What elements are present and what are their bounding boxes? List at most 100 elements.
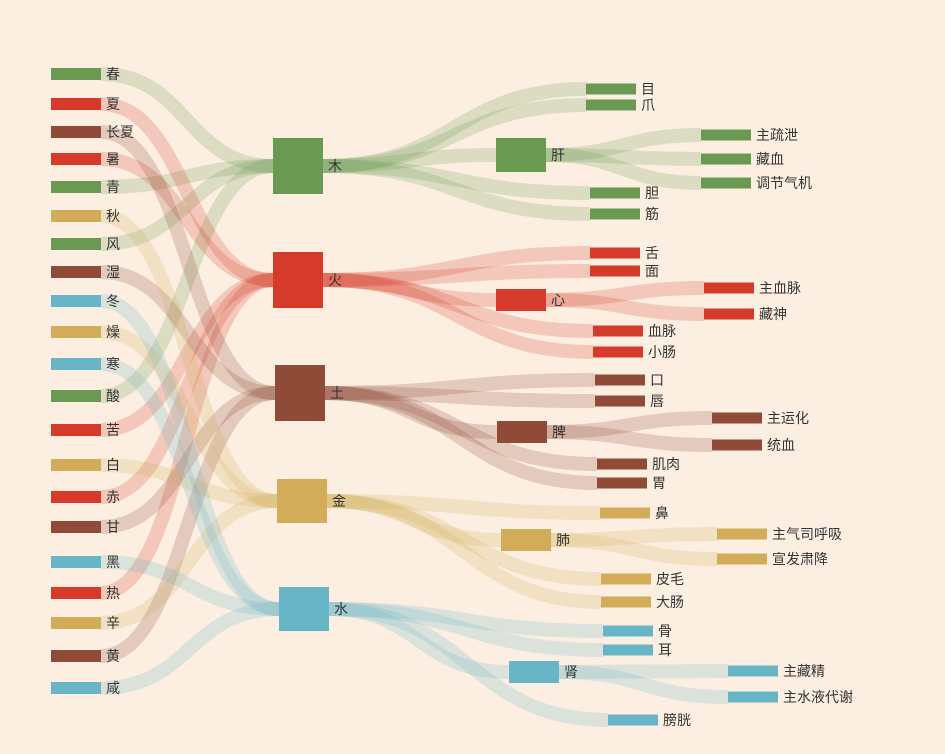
node-muscle: 肌肉 — [597, 457, 680, 473]
node-bar-face — [590, 265, 640, 277]
link-wood-to-liver — [322, 148, 497, 173]
node-bar-kidney-f2 — [728, 691, 778, 703]
node-label-cold: 寒 — [106, 356, 120, 373]
node-label-mouth: 口 — [650, 373, 664, 389]
node-label-sour: 酸 — [106, 389, 120, 405]
node-bar-sweet — [51, 521, 101, 533]
node-label-liver-f3: 调节气机 — [756, 176, 812, 192]
node-label-pungent: 辛 — [106, 616, 120, 632]
node-label-earth: 土 — [330, 386, 344, 402]
link-sour-to-wood — [100, 159, 274, 403]
node-bar-skin-hair — [601, 573, 651, 585]
node-label-liver: 肝 — [551, 148, 565, 164]
node-label-heart-f1: 主血脉 — [759, 281, 801, 297]
node-label-spring: 春 — [106, 67, 120, 83]
node-spring: 春 — [51, 67, 120, 83]
node-face: 面 — [590, 264, 659, 280]
link-autumn-to-metal — [100, 209, 278, 508]
node-bar-wood — [273, 138, 323, 194]
node-winter: 冬 — [51, 294, 120, 310]
node-label-liver-f2: 藏血 — [756, 152, 784, 168]
link-liver-to-liver_f2 — [545, 148, 702, 166]
node-bar-heat — [51, 587, 101, 599]
node-bitter: 苦 — [51, 423, 120, 439]
node-yellow: 黄 — [51, 648, 120, 665]
node-label-green: 青 — [106, 180, 120, 196]
node-pungent: 辛 — [51, 616, 120, 632]
node-skin-hair: 皮毛 — [601, 572, 684, 588]
link-summer-to-fire — [100, 97, 274, 287]
node-white: 白 — [51, 458, 120, 474]
node-label-nose: 鼻 — [655, 505, 669, 522]
node-green: 青 — [51, 180, 120, 196]
node-bar-winter — [51, 295, 101, 307]
node-fire: 火 — [273, 252, 342, 308]
node-bar-fire — [273, 252, 323, 308]
link-earth-to-stomach — [324, 386, 598, 490]
node-label-dry: 燥 — [106, 325, 120, 341]
node-autumn: 秋 — [51, 209, 120, 225]
link-yellow-to-earth — [100, 386, 276, 663]
node-wind: 风 — [51, 237, 120, 253]
node-kidney-f2: 主水液代谢 — [728, 690, 853, 706]
node-bar-green — [51, 181, 101, 193]
link-water-to-bladder — [328, 602, 609, 727]
node-label-kidney: 肾 — [564, 665, 578, 681]
node-label-bone: 骨 — [658, 624, 672, 640]
node-label-sweet: 甘 — [106, 520, 120, 536]
node-label-spleen: 脾 — [552, 425, 566, 441]
node-sour: 酸 — [51, 389, 120, 405]
link-sweet-to-earth — [100, 386, 276, 534]
link-fire-to-vessel — [322, 273, 594, 338]
node-label-white: 白 — [106, 458, 120, 474]
node-label-ear: 耳 — [658, 643, 672, 659]
node-label-fire: 火 — [328, 273, 342, 289]
node-label-red: 赤 — [106, 490, 120, 506]
node-bar-tendon — [590, 208, 640, 220]
node-gallbladder: 胆 — [590, 186, 659, 202]
node-label-yellow: 黄 — [106, 648, 120, 665]
node-label-stomach: 胃 — [652, 476, 666, 492]
link-fire-to-face — [322, 264, 591, 287]
node-bar-gallbladder — [590, 187, 640, 199]
node-label-kidney-f2: 主水液代谢 — [783, 690, 853, 706]
node-bar-lung-f2 — [717, 553, 767, 565]
node-bar-water — [279, 587, 329, 631]
node-label-late-summer: 长夏 — [106, 125, 134, 141]
node-bar-summer — [51, 98, 101, 110]
node-late-summer: 长夏 — [51, 125, 134, 141]
node-label-liver-f1: 主疏泄 — [756, 128, 798, 144]
link-winter-to-water — [100, 294, 280, 616]
link-kidney-to-kidney_f2 — [558, 665, 729, 704]
link-spleen-to-spleen_f1 — [546, 411, 713, 439]
node-wood: 木 — [273, 138, 342, 194]
node-label-water: 水 — [334, 602, 348, 618]
link-heart-to-heart_f1 — [545, 281, 705, 307]
link-white-to-metal — [100, 458, 278, 508]
node-bar-salty — [51, 682, 101, 694]
node-metal: 金 — [277, 479, 346, 523]
node-bar-earth — [275, 365, 325, 421]
link-water-to-ear — [328, 602, 604, 657]
node-label-small-intestine: 小肠 — [648, 345, 676, 361]
node-bar-liver-f3 — [701, 177, 751, 189]
node-bar-spleen-f1 — [712, 412, 762, 424]
node-label-black: 黑 — [106, 555, 120, 571]
node-liver-f2: 藏血 — [701, 152, 784, 168]
node-heart-f2: 藏神 — [704, 307, 787, 323]
node-bar-lung-f1 — [717, 528, 767, 540]
node-label-wood: 木 — [328, 159, 342, 175]
link-dry-to-metal — [100, 325, 278, 508]
node-vessel: 血脉 — [593, 324, 676, 340]
link-liver-to-liver_f3 — [545, 148, 702, 190]
node-label-heart-f2: 藏神 — [759, 307, 787, 323]
link-wood-to-tendon — [322, 159, 591, 221]
node-label-metal: 金 — [332, 494, 346, 510]
link-wind-to-wood — [100, 159, 274, 251]
node-bar-muscle — [597, 458, 647, 470]
node-bar-nose — [600, 507, 650, 519]
link-spleen-to-spleen_f2 — [546, 425, 713, 452]
node-label-spleen-f1: 主运化 — [767, 411, 809, 427]
link-water-to-kidney — [328, 602, 510, 679]
